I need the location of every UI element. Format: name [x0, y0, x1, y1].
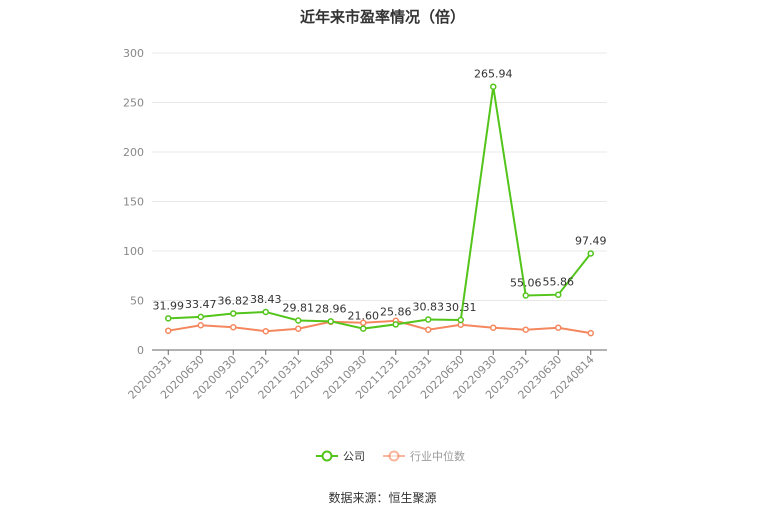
- data-point: [262, 308, 269, 316]
- chart-title: 近年来市盈率情况（倍）: [299, 8, 465, 26]
- data-point: [555, 324, 562, 331]
- y-tick-label: 300: [123, 47, 144, 60]
- data-point: [587, 250, 594, 257]
- data-point: [490, 83, 497, 90]
- y-tick-label: 150: [123, 196, 144, 209]
- data-label: 33.47: [185, 298, 217, 311]
- data-label: 265.94: [474, 68, 513, 81]
- data-label: 30.31: [445, 301, 477, 314]
- data-label: 28.96: [315, 302, 347, 315]
- data-point: [165, 315, 172, 322]
- data-point: [587, 329, 594, 337]
- data-point: [392, 321, 399, 328]
- series-group: [165, 83, 594, 337]
- series-line-0: [168, 86, 592, 330]
- data-label: 25.86: [380, 305, 412, 318]
- data-point: [230, 323, 237, 331]
- data-point: [555, 291, 562, 298]
- data-point: [425, 326, 432, 333]
- y-tick-label: 100: [123, 245, 144, 258]
- legend-label-0: 公司: [343, 450, 365, 463]
- data-point: [327, 318, 334, 325]
- data-label: 55.86: [543, 276, 575, 289]
- data-point: [197, 313, 204, 321]
- legend-marker-1: [388, 450, 400, 462]
- legend-marker-0: [321, 450, 333, 462]
- data-point: [457, 316, 464, 324]
- x-axis: 2020033120200630202009302020123120210331…: [126, 349, 607, 402]
- data-point: [165, 327, 172, 334]
- legend-label-1: 行业中位数: [410, 449, 465, 463]
- y-tick-label: 0: [137, 344, 144, 357]
- grid-lines: [152, 52, 607, 301]
- data-point: [295, 317, 302, 324]
- data-point: [522, 326, 529, 333]
- data-label: 36.82: [218, 295, 250, 308]
- y-tick-label: 200: [123, 146, 144, 159]
- y-tick-label: 250: [123, 97, 144, 110]
- data-label: 38.43: [250, 293, 282, 306]
- data-point: [425, 316, 432, 323]
- legend: 公司 行业中位数: [316, 449, 465, 463]
- y-tick-label: 50: [130, 295, 144, 308]
- data-point: [197, 322, 204, 329]
- data-point: [360, 319, 367, 327]
- y-axis: 0 50 100 150 200 250 300: [123, 47, 144, 357]
- data-label: 55.06: [510, 276, 542, 289]
- data-point: [522, 292, 529, 299]
- data-point: [360, 325, 367, 332]
- data-label: 97.49: [575, 234, 607, 247]
- data-label: 30.83: [413, 300, 445, 313]
- data-source: 数据来源：恒生聚源: [328, 491, 437, 505]
- data-label: 31.99: [153, 299, 185, 312]
- data-point: [490, 324, 497, 331]
- series-line-1: [168, 319, 591, 335]
- data-label: 21.60: [348, 310, 380, 323]
- data-point: [262, 327, 269, 335]
- data-point: [295, 325, 302, 332]
- data-point: [230, 310, 237, 317]
- data-label: 29.81: [283, 301, 315, 314]
